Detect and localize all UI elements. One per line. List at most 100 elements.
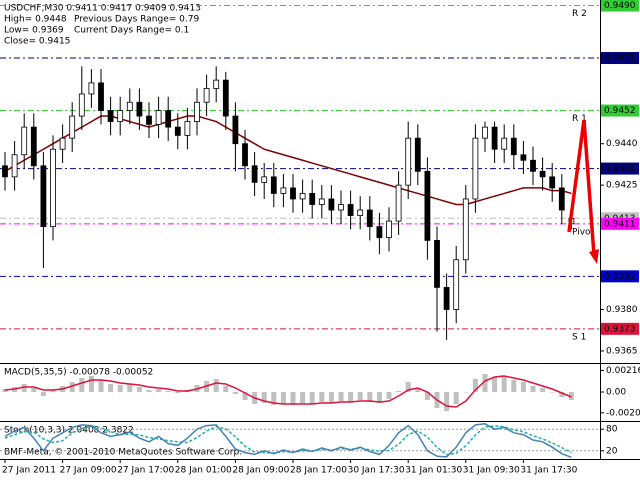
macd-bar <box>511 380 517 392</box>
candle-body <box>261 176 268 183</box>
x-tick-label: 31 Jan 17:30 <box>520 466 577 476</box>
candle-body <box>386 220 392 239</box>
candle-body <box>376 226 383 239</box>
macd-bar <box>127 384 133 392</box>
macd-bar <box>338 392 344 401</box>
candle-body <box>539 170 546 178</box>
info-text: Current Days Range= 0.1 <box>74 26 189 36</box>
candle-body <box>501 137 508 150</box>
macd-bar <box>309 392 315 404</box>
candle-body <box>299 193 306 200</box>
y-tick-label: 0.9440 <box>606 139 638 149</box>
macd-bar <box>482 374 488 392</box>
candle-body <box>194 101 200 122</box>
macd-bar <box>300 392 306 403</box>
macd-bar <box>568 392 574 400</box>
candle-body <box>222 79 229 117</box>
info-text: Previous Days Range= 0.79 <box>74 15 199 25</box>
macd-bar <box>50 390 56 392</box>
y-tick-label: 80 <box>606 425 618 435</box>
macd-bar <box>492 377 498 392</box>
macd-bar <box>98 380 104 392</box>
y-tick-label: 0.00 <box>606 388 626 398</box>
macd-bar <box>117 385 123 392</box>
frame <box>0 0 640 460</box>
level-tag: S 1 <box>572 332 586 342</box>
candle-body <box>136 101 143 117</box>
x-tick-label: 31 Jan 01:30 <box>405 466 462 476</box>
macd-bar <box>213 379 219 392</box>
candle-body <box>117 110 124 122</box>
level-box <box>601 322 639 335</box>
candle-body <box>414 137 421 172</box>
candle-body <box>69 115 76 139</box>
candle-body <box>395 184 402 222</box>
macd-bar <box>472 379 478 392</box>
level-label: 0.9431 <box>604 164 636 174</box>
y-tick-label: 0.9365 <box>606 346 638 356</box>
candle-body <box>88 82 95 95</box>
y-tick-label: 0.00216 <box>606 366 640 376</box>
candle-body <box>184 121 191 136</box>
copyright: BMF-Meta, © 2001-2010 MetaQuotes Softwar… <box>4 448 242 458</box>
x-tick-label: 30 Jan 17:30 <box>348 466 405 476</box>
candle-body <box>165 110 172 128</box>
macd-bar <box>444 392 450 411</box>
macd-bar <box>405 382 411 392</box>
info-text: Low= 0.9369 <box>4 26 64 36</box>
macd-bar <box>271 392 277 405</box>
macd-bar <box>242 392 248 400</box>
candle-body <box>2 165 8 178</box>
y-tick-label: 0.9425 <box>606 181 638 191</box>
y-tick-label: 20 <box>606 446 618 456</box>
macd-bar <box>415 388 421 392</box>
macd-bar <box>453 392 459 404</box>
x-tick-label: 27 Jan 09:00 <box>60 466 117 476</box>
chart-title: USDCHF,M30 0.9411 0.9417 0.9409 0.9413 <box>4 4 201 14</box>
macd-bar <box>156 389 162 392</box>
macd-bar <box>108 384 114 392</box>
candle-body <box>309 193 316 205</box>
x-tick-label: 28 Jan 17:00 <box>290 466 347 476</box>
candle-body <box>30 126 37 167</box>
candle-body <box>126 101 133 111</box>
level-box <box>601 162 639 175</box>
level-label: 0.9471 <box>604 54 636 64</box>
forecast-arrowhead <box>589 249 599 264</box>
candle-body <box>366 209 373 227</box>
level-tag: Pivot <box>572 227 595 237</box>
candle-body <box>434 240 440 288</box>
candle-body <box>482 126 488 139</box>
level-box <box>601 52 639 65</box>
level-box <box>601 104 639 117</box>
macd-bar <box>319 392 325 402</box>
candle-body <box>424 170 431 241</box>
macd-bar <box>223 386 229 392</box>
x-tick-label: 27 Jan 2011 <box>2 466 56 476</box>
stoch-main <box>4 423 572 458</box>
macd-bar <box>520 382 526 392</box>
level-tag: R 1 <box>572 114 587 124</box>
candle-body <box>357 209 364 216</box>
macd-bar <box>146 390 152 392</box>
macd-bar <box>328 392 334 403</box>
candle-body <box>491 126 498 150</box>
forecast-arrow <box>567 119 596 256</box>
level-label: 0.9452 <box>604 106 636 116</box>
level-label: 0.9373 <box>604 324 636 334</box>
info-text: Close= 0.9415 <box>4 37 70 47</box>
macd-bar <box>501 376 507 392</box>
macd-bar <box>530 386 536 392</box>
macd-bar <box>396 391 402 392</box>
x-tick-label: 27 Jan 17:00 <box>117 466 174 476</box>
candle-body <box>280 187 287 194</box>
candle-body <box>347 204 354 216</box>
macd-bar <box>79 378 85 392</box>
macd-signal <box>4 375 572 408</box>
macd-bar <box>540 388 546 392</box>
candle-body <box>530 159 536 172</box>
